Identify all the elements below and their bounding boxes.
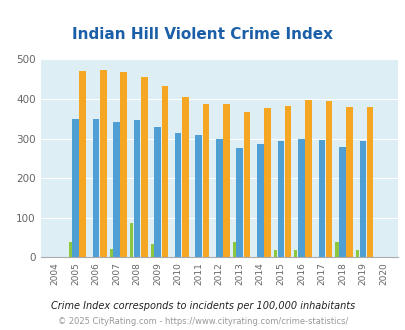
Bar bbox=[202, 104, 209, 257]
Text: Indian Hill Violent Crime Index: Indian Hill Violent Crime Index bbox=[72, 27, 333, 42]
Bar bbox=[109, 249, 113, 257]
Bar bbox=[141, 77, 147, 257]
Bar bbox=[335, 242, 338, 257]
Bar bbox=[175, 133, 181, 257]
Bar bbox=[92, 119, 99, 257]
Bar bbox=[236, 148, 243, 257]
Bar bbox=[297, 139, 304, 257]
Bar bbox=[359, 141, 365, 257]
Bar bbox=[113, 121, 119, 257]
Bar bbox=[338, 147, 345, 257]
Bar bbox=[130, 223, 133, 257]
Bar bbox=[264, 108, 270, 257]
Bar bbox=[256, 144, 263, 257]
Text: © 2025 CityRating.com - https://www.cityrating.com/crime-statistics/: © 2025 CityRating.com - https://www.city… bbox=[58, 317, 347, 326]
Bar bbox=[273, 250, 276, 257]
Text: Crime Index corresponds to incidents per 100,000 inhabitants: Crime Index corresponds to incidents per… bbox=[51, 301, 354, 311]
Bar bbox=[318, 140, 324, 257]
Bar bbox=[79, 71, 86, 257]
Bar bbox=[68, 242, 71, 257]
Bar bbox=[345, 107, 352, 257]
Bar bbox=[284, 106, 291, 257]
Bar bbox=[223, 104, 229, 257]
Bar bbox=[154, 127, 160, 257]
Bar bbox=[232, 242, 235, 257]
Bar bbox=[161, 86, 168, 257]
Bar bbox=[305, 100, 311, 257]
Bar bbox=[294, 250, 297, 257]
Bar bbox=[150, 244, 153, 257]
Bar bbox=[355, 250, 358, 257]
Bar bbox=[100, 70, 106, 257]
Bar bbox=[181, 97, 188, 257]
Bar bbox=[120, 73, 127, 257]
Bar bbox=[366, 107, 373, 257]
Bar bbox=[195, 135, 202, 257]
Bar bbox=[277, 141, 284, 257]
Bar bbox=[72, 119, 79, 257]
Bar bbox=[215, 139, 222, 257]
Bar bbox=[243, 112, 249, 257]
Bar bbox=[134, 120, 140, 257]
Bar bbox=[325, 101, 332, 257]
